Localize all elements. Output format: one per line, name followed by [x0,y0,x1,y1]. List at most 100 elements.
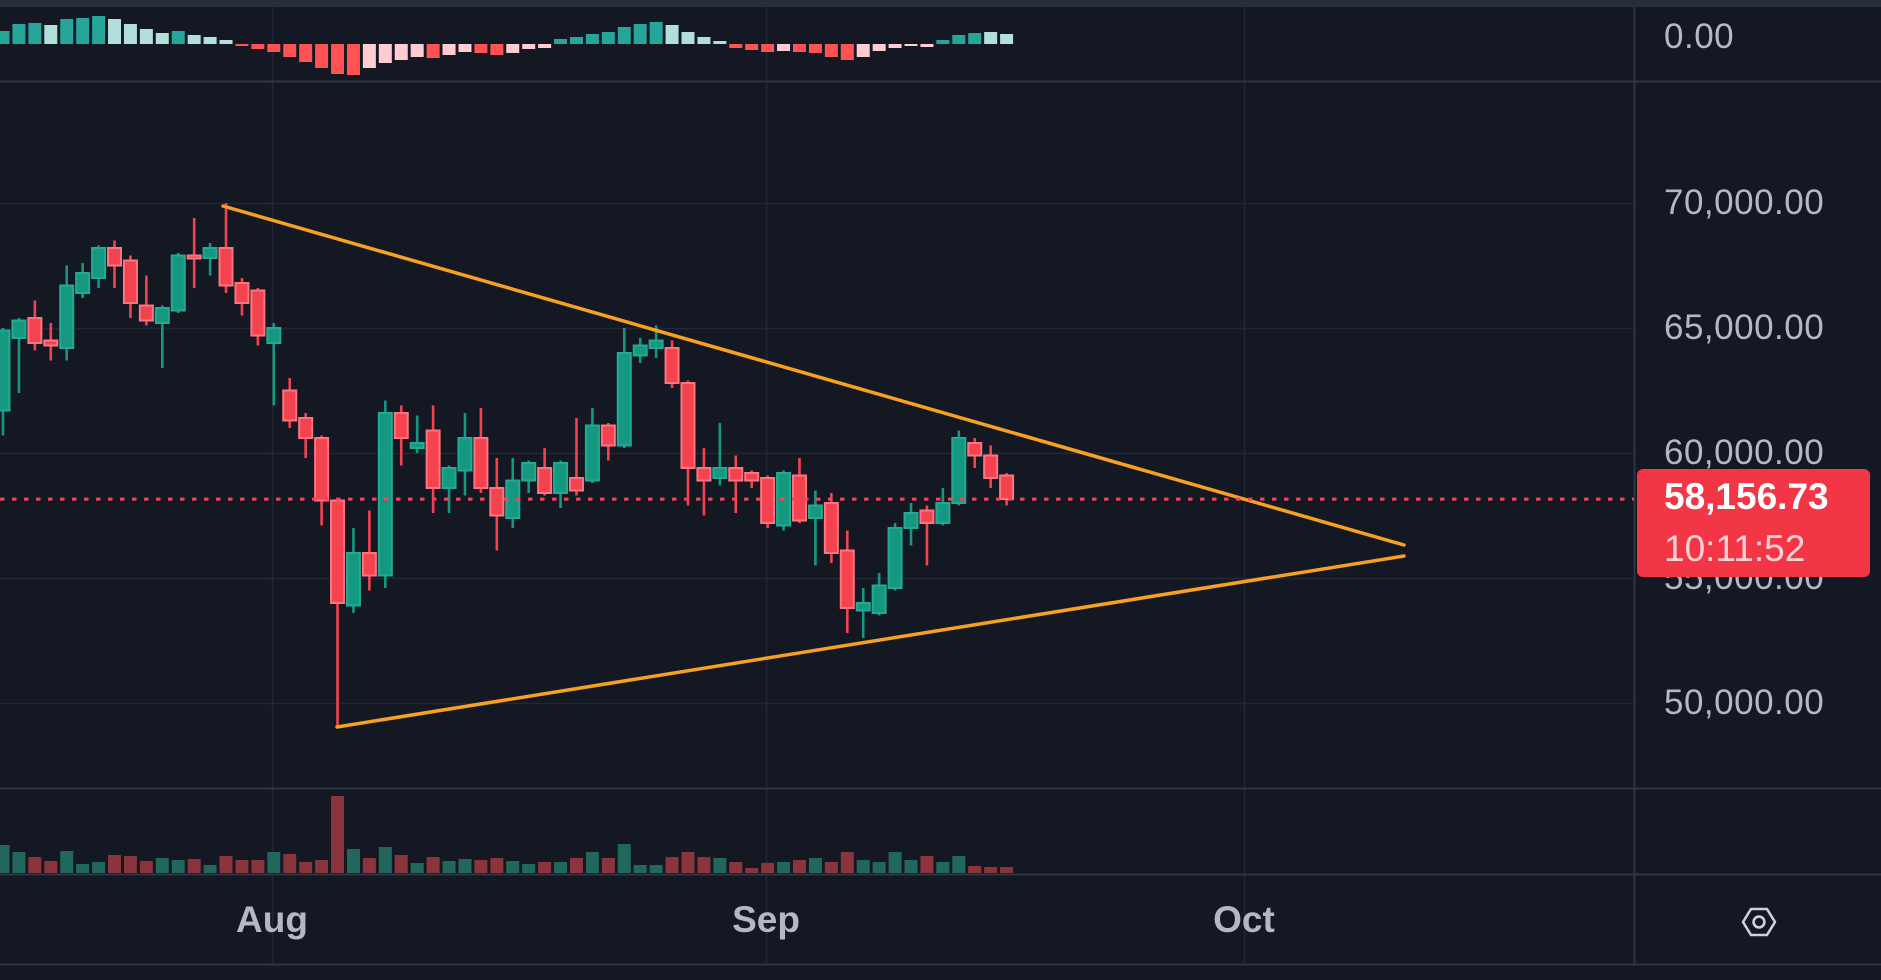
histogram-bar [856,44,870,57]
histogram-bar [251,44,265,49]
candle-body [250,289,266,337]
volume-bar [474,860,488,873]
volume-bar [761,863,775,873]
histogram-bar [761,44,775,52]
histogram-bar [315,44,329,68]
histogram-bar [538,44,552,48]
histogram-bar [872,44,886,51]
volume-bar [12,852,26,873]
histogram-bar [283,44,297,57]
histogram-bar [378,44,392,63]
candle-body [298,417,314,439]
volume-bar [0,845,10,873]
triangle-lower [335,554,1406,729]
volume-bar [490,858,504,873]
histogram-bar [76,18,90,44]
candle-body [999,474,1015,501]
candle-body [75,272,91,294]
volume-bar [362,858,376,873]
histogram-bar [633,24,647,44]
volume-bar [410,863,424,873]
last-price-value: 58,156.73 [1664,476,1829,517]
volume-bar [601,858,615,873]
candle-body [568,477,584,492]
volume-bar [378,847,392,873]
price-axis-label: 50,000.00 [1664,683,1825,722]
candle-body [728,467,744,482]
histogram-bar [362,44,376,68]
candle-body [314,437,330,502]
triangle-upper [221,204,1406,547]
histogram-bar [665,25,679,44]
volume-bar [872,862,886,873]
histogram-bar [554,39,568,44]
candle-body [823,502,839,554]
histogram-bar [299,44,313,62]
volume-bar [426,857,440,873]
candle-body [584,424,600,482]
histogram-bar [44,25,58,44]
candle-body [377,412,393,577]
histogram-bar [840,44,854,60]
candle-body [91,247,107,279]
candle-body [11,319,27,339]
histogram-bar [458,44,472,52]
histogram-bar [585,34,599,44]
volume-bar [920,856,934,873]
volume-bar [203,865,217,873]
volume-bar [984,867,998,873]
time-axis-label-oct: Oct [1213,899,1275,940]
axis-settings-icon[interactable] [1740,905,1778,939]
candle-body [616,352,632,447]
volume-bar [522,864,536,873]
histogram-bar [155,33,169,44]
volume-bar [251,860,265,873]
volume-bar [729,862,743,873]
candle-body [441,467,457,489]
histogram-bar [28,23,42,44]
histogram-bar [346,44,360,75]
volume-bar [442,861,456,873]
candle-body [27,317,43,344]
candle-body [839,549,855,609]
candle-body [696,467,712,482]
histogram-bar [442,44,456,55]
histogram-bar [187,35,201,44]
volume-bar [331,796,345,873]
price-axis-label: 60,000.00 [1664,433,1825,472]
histogram-bar [697,37,711,44]
histogram-bar [410,44,424,57]
candle-body [234,282,250,304]
volume-bar [1000,867,1014,873]
candle-body [361,552,377,577]
volume-bar [824,862,838,873]
candle-body [903,512,919,529]
volume-bar [299,862,313,873]
candle-body [457,437,473,472]
histogram-bar [681,32,695,44]
candle-body [218,247,234,287]
histogram-bar [12,24,26,44]
candle-body [951,437,967,504]
candle-body [282,389,298,422]
candle-body [345,552,361,607]
volume-bar [713,858,727,873]
candle-body [521,462,537,482]
histogram-bar [968,33,982,44]
candle-body [59,284,75,349]
candle-body [983,454,999,479]
volume-bar [569,858,583,873]
indicator-zero-label: 0.00 [1664,17,1735,56]
candle-body [138,304,154,322]
histogram-bar [123,24,137,44]
candle-body [186,254,202,260]
histogram-bar [474,44,488,53]
volume-bar [155,858,169,873]
volume-bar [187,859,201,873]
candle-body [632,344,648,357]
candle-body [425,429,441,489]
histogram-bar [490,44,504,55]
top-strip [0,0,1881,7]
candle-body [537,467,553,494]
